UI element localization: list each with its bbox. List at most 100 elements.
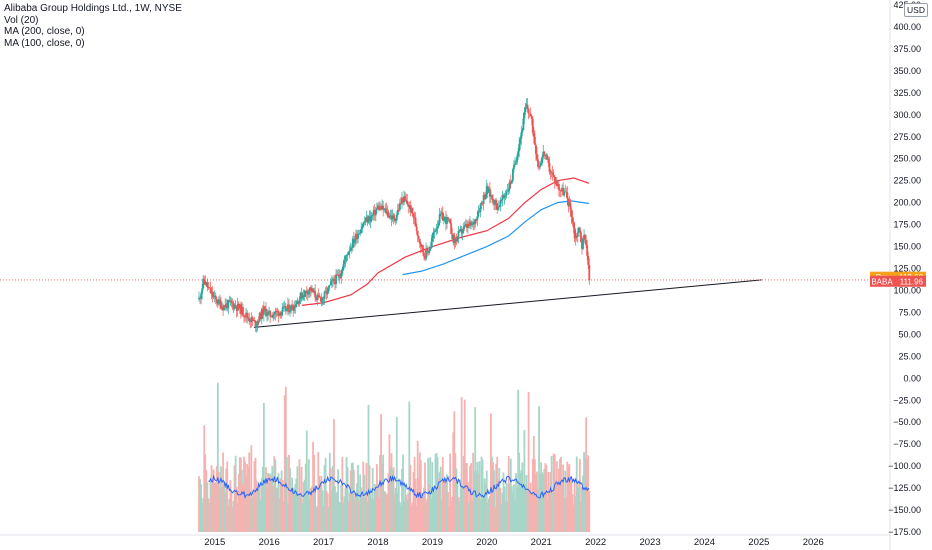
volume-bar [351, 462, 354, 532]
volume-bar [224, 492, 227, 532]
candle-body [250, 317, 253, 323]
candle-body [243, 315, 245, 317]
legend-vol[interactable]: Vol (20) [4, 14, 39, 26]
candle-body [358, 233, 360, 235]
volume-bar [448, 505, 450, 532]
candle-body [445, 216, 447, 224]
volume-bar [416, 440, 419, 532]
candle-body [318, 295, 321, 298]
volume-bar [561, 477, 563, 532]
candle-body [369, 216, 372, 222]
candle-body [384, 208, 387, 210]
candle-body [405, 199, 408, 201]
volume-bar [299, 494, 302, 532]
candle-body [301, 295, 304, 299]
candle-body [468, 223, 470, 226]
volume-bar [205, 470, 208, 532]
volume-bar [198, 476, 200, 532]
volume-bar [327, 506, 330, 532]
volume-bar [236, 503, 239, 532]
volume-bar [226, 461, 229, 532]
volume-bar [323, 465, 326, 532]
candle-body [486, 186, 489, 193]
candle-body [317, 294, 320, 296]
candle-body [302, 295, 305, 297]
volume-bar [462, 456, 465, 532]
candle-body [463, 225, 466, 227]
volume-bar [266, 487, 268, 532]
volume-bar [381, 463, 384, 532]
volume-bar [277, 473, 280, 532]
candle-body [278, 312, 281, 316]
volume-bar [431, 461, 434, 532]
candle-body [394, 220, 397, 222]
candle-body [544, 154, 547, 156]
x-tick-label: 2015 [204, 537, 225, 548]
volume-bar [503, 486, 506, 532]
candle-body [483, 194, 486, 199]
volume-bar [507, 455, 510, 532]
volume-bar [531, 458, 534, 532]
candle-body [443, 216, 446, 218]
volume-bar [528, 490, 531, 532]
legend-ma100[interactable]: MA (100, close, 0) [4, 37, 85, 49]
volume-bar [322, 506, 325, 532]
volume-bar [309, 497, 311, 532]
candle-body [319, 297, 322, 298]
candle-body [552, 174, 555, 177]
volume-bar [407, 492, 410, 532]
candle-body [311, 288, 313, 292]
baba-badge-label: BABA [871, 277, 893, 286]
volume-bar [209, 481, 212, 532]
candle-body [300, 292, 303, 299]
volume-bar [581, 486, 583, 532]
volume-bar [568, 463, 571, 532]
candle-body [425, 248, 427, 259]
candle-body [395, 214, 398, 221]
volume-bar [563, 498, 566, 532]
candle-body [249, 321, 252, 323]
currency-label[interactable]: USD [904, 3, 928, 17]
volume-bar [281, 480, 284, 532]
candle-body [442, 217, 445, 221]
candle-body [253, 320, 256, 322]
candle-body [298, 299, 301, 304]
candle-body [423, 252, 425, 257]
candle-body [295, 304, 298, 308]
volume-bar [213, 482, 216, 532]
candle-body [377, 205, 379, 209]
candle-body [297, 301, 300, 304]
y-tick-label: 75.00 [898, 307, 921, 317]
volume-bar [374, 490, 377, 532]
legend-ma200[interactable]: MA (200, close, 0) [4, 26, 85, 37]
volume-bar [483, 478, 486, 532]
candle-body [294, 305, 297, 308]
candle-body [328, 285, 331, 286]
candle-body [321, 297, 324, 302]
candle-body [568, 202, 571, 207]
candle-body [519, 138, 522, 144]
legend-title[interactable]: Alibaba Group Holdings Ltd., 1W, NYSE [4, 3, 182, 14]
candle-body [221, 306, 223, 309]
volume-bar [342, 503, 345, 532]
candle-body [401, 197, 403, 204]
volume-bar [565, 496, 568, 532]
volume-bar [427, 458, 430, 532]
baba-badge-value-bg [894, 275, 926, 287]
volume-bar [204, 454, 207, 532]
candle-body [275, 311, 278, 312]
candle-body [251, 317, 254, 321]
candle-body [414, 217, 417, 227]
candle-body [256, 321, 259, 325]
volume-bar [312, 441, 314, 532]
volume-bar [452, 432, 455, 532]
candle-body [280, 311, 283, 316]
volume-bar [358, 500, 360, 532]
volume-bar [325, 490, 328, 532]
candle-body [202, 278, 205, 289]
candle-body [458, 229, 461, 232]
volume-bar [582, 475, 584, 532]
candle-body [299, 292, 302, 300]
candle-body [573, 227, 576, 239]
